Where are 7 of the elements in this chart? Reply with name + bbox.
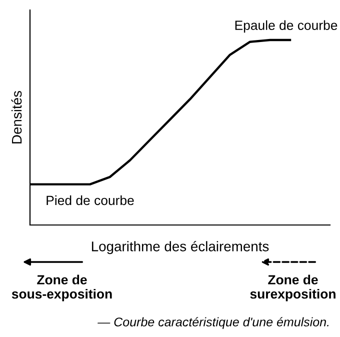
y-axis-title: Densités: [11, 90, 22, 144]
annotation: Pied de courbe: [46, 195, 134, 206]
text: Zone de sous-exposition: [12, 274, 112, 302]
x-axis-title: Logarithme des éclairements: [92, 240, 269, 254]
text: — Courbe caractéristique d'une émulsion.: [98, 317, 328, 329]
text: Zone de surexposition: [250, 274, 336, 302]
text: Epaule de courbe: [235, 20, 338, 33]
